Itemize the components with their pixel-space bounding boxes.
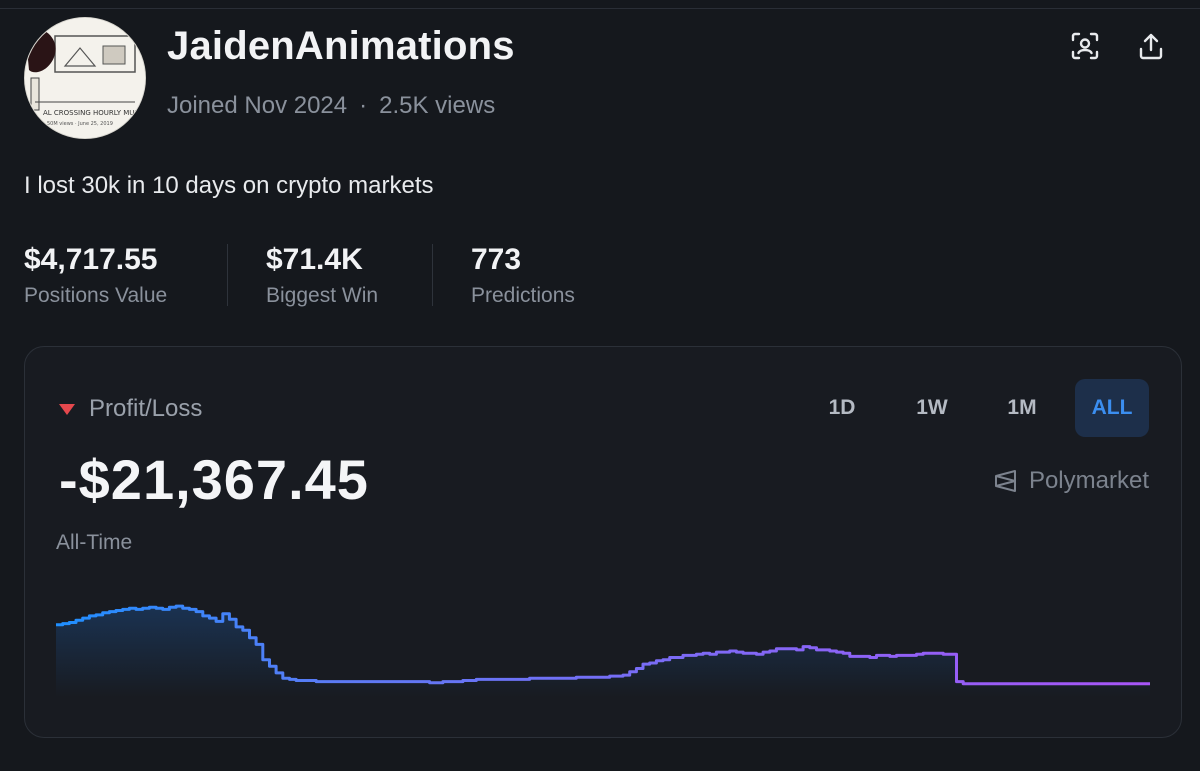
- scan-profile-button[interactable]: [1067, 28, 1103, 64]
- username: JaidenAnimations: [167, 24, 515, 68]
- stat-value: $71.4K: [266, 243, 363, 276]
- stat-divider: [432, 244, 433, 306]
- profit-loss-card: Profit/Loss 1D 1W 1M ALL -$21,367.45 All…: [24, 346, 1182, 738]
- tab-1d[interactable]: 1D: [828, 396, 856, 419]
- profit-loss-chart[interactable]: [25, 347, 1181, 737]
- share-icon: [1139, 33, 1163, 60]
- profit-loss-period: All-Time: [56, 531, 133, 554]
- polymarket-label: Polymarket: [1028, 467, 1149, 494]
- down-triangle-icon: [59, 403, 75, 415]
- stat-value: 773: [471, 243, 522, 276]
- avatar-image: AL CROSSING HOURLY MUSIC 50M views · Jun…: [25, 18, 145, 138]
- stat-label: Biggest Win: [266, 284, 379, 307]
- time-range-tabs: 1D 1W 1M ALL: [789, 379, 1149, 437]
- avatar-text-1: AL CROSSING HOURLY MUSIC: [43, 109, 145, 117]
- profit-loss-label: Profit/Loss: [89, 395, 203, 422]
- stat-label: Predictions: [471, 284, 575, 307]
- tab-1w[interactable]: 1W: [916, 396, 948, 419]
- stat-positions-value: $4,717.55 Positions Value: [24, 240, 227, 310]
- profile-bio: I lost 30k in 10 days on crypto markets: [24, 172, 434, 199]
- profile-meta: Joined Nov 2024 · 2.5K views: [167, 92, 495, 120]
- stat-value: $4,717.55: [24, 243, 158, 276]
- scan-user-icon: [1071, 32, 1099, 60]
- stats-row: $4,717.55 Positions Value $71.4K Biggest…: [24, 240, 575, 310]
- profit-loss-value: -$21,367.45: [59, 448, 369, 511]
- view-count: 2.5K views: [379, 92, 496, 119]
- polymarket-logo-icon: [994, 470, 1016, 492]
- meta-separator-dot: ·: [359, 92, 368, 119]
- stat-label: Positions Value: [24, 284, 168, 307]
- stat-biggest-win: $71.4K Biggest Win: [228, 240, 432, 310]
- avatar[interactable]: AL CROSSING HOURLY MUSIC 50M views · Jun…: [24, 17, 146, 139]
- stat-predictions: 773 Predictions: [433, 240, 575, 310]
- polymarket-brand[interactable]: Polymarket: [993, 467, 1149, 495]
- joined-date: Joined Nov 2024: [167, 92, 348, 119]
- top-divider: [0, 0, 1200, 9]
- profit-loss-area: [56, 606, 1150, 697]
- avatar-text-2: 50M views · June 25, 2019: [47, 121, 113, 127]
- tab-all[interactable]: ALL: [1075, 379, 1149, 437]
- share-button[interactable]: [1133, 28, 1169, 64]
- profit-loss-header: Profit/Loss: [59, 395, 202, 423]
- tab-1m[interactable]: 1M: [1007, 396, 1037, 419]
- profit-loss-line: [56, 604, 1150, 686]
- stat-divider: [227, 244, 228, 306]
